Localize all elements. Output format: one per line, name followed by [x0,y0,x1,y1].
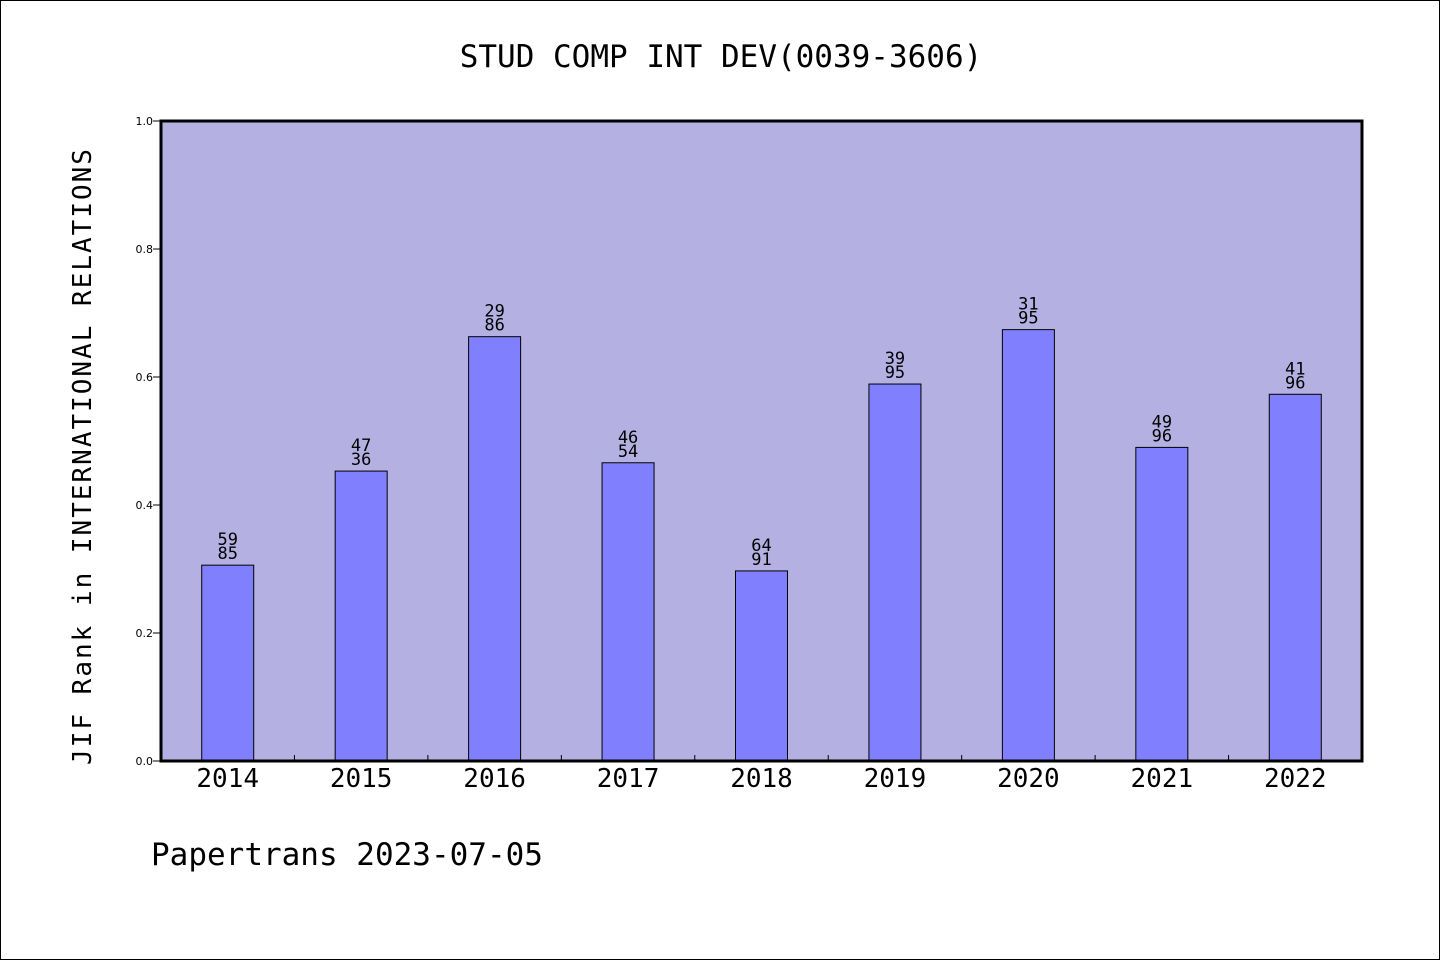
x-tick-label-2020: 2020 [997,764,1060,794]
y-tick-label: 0.0 [136,755,154,768]
plot-border [159,119,1364,763]
data-label-total-2019: 95 [885,363,905,383]
y-tick-label: 0.6 [136,371,154,384]
data-label-rank-2021: 49 [1152,412,1172,432]
bar-2022 [1268,393,1322,762]
x-tick-label-2019: 2019 [864,764,927,794]
data-label-total-2021: 96 [1152,426,1172,446]
y-tick-label: 1.0 [136,115,154,128]
data-label-rank-2022: 41 [1285,359,1305,379]
chart-title: STUD COMP INT DEV(0039-3606) [460,39,983,75]
bar-2018 [735,570,788,762]
x-tick-label-2018: 2018 [730,764,793,794]
data-label-total-2016: 86 [484,316,504,336]
x-tick-label-2016: 2016 [463,764,526,794]
bar-2017 [601,462,655,762]
bar-2021 [1135,446,1189,762]
data-label-total-2020: 95 [1018,309,1038,329]
y-tick-label: 0.8 [136,243,154,256]
bar-2015 [334,470,388,762]
data-label-rank-2016: 29 [484,302,504,322]
bar-2020 [1001,329,1055,762]
x-tick-label-2021: 2021 [1131,764,1194,794]
y-tick-label: 0.2 [136,627,154,640]
axis-ticks-layer: 0.0 0.2 0.4 0.6 0.8 1.0 2014 2015 2016 2017 2018 20… [136,115,1327,794]
x-tick-label-2022: 2022 [1264,764,1327,794]
data-label-rank-2014: 59 [217,530,237,550]
data-label-rank-2017: 46 [618,428,638,448]
data-label-total-2022: 96 [1285,373,1305,393]
data-label-total-2017: 54 [618,442,638,462]
data-label-total-2015: 36 [351,450,371,470]
y-axis-label: JIF Rank in INTERNATIONAL RELATIONS [68,147,98,765]
data-label-rank-2019: 39 [885,349,905,369]
x-tick-label-2014: 2014 [196,764,259,794]
bar-2019 [868,383,922,762]
x-tick-label-2017: 2017 [597,764,660,794]
footer-source-text: Papertrans 2023-07-05 [151,837,543,873]
data-label-rank-2018: 64 [751,536,771,556]
y-tick-label: 0.4 [136,499,154,512]
data-label-total-2018: 91 [751,550,771,570]
data-label-total-2014: 85 [217,544,237,564]
bar-2016 [468,336,522,762]
data-label-rank-2020: 31 [1018,295,1038,315]
bars-layer [201,329,1322,762]
bar-2014 [201,564,255,762]
x-tick-label-2015: 2015 [330,764,393,794]
data-label-rank-2015: 47 [351,436,371,456]
